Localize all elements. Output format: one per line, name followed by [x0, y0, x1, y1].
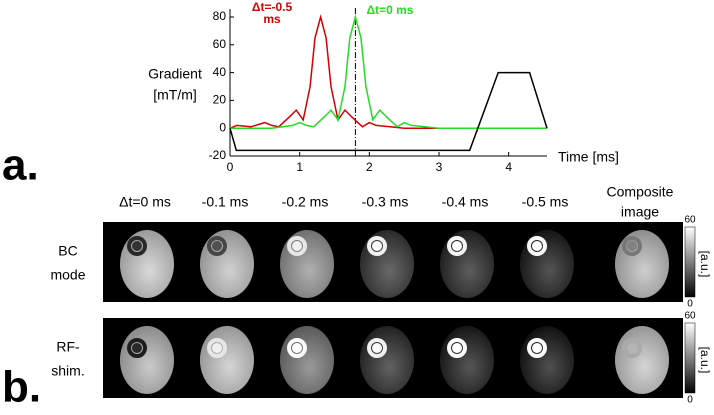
head-shading [280, 230, 334, 298]
y-tick-label: 0 [219, 120, 226, 134]
column-header: Δt=0 ms [119, 194, 171, 210]
lesion-ring [447, 338, 467, 358]
x-axis-label: Time [ms] [558, 149, 619, 165]
lesion-core [452, 241, 462, 251]
panel-label: b. [2, 363, 41, 412]
y-tick-label: 40 [213, 65, 227, 79]
lesion-ring [207, 338, 227, 358]
y-tick-label: 60 [213, 37, 227, 51]
lesion-ring [127, 236, 147, 256]
head-shading [440, 326, 494, 394]
colorbar-tick-label: 60 [684, 215, 696, 226]
x-tick-label: 0 [227, 160, 234, 174]
column-header: -0.2 ms [282, 194, 329, 210]
lesion-core [292, 241, 302, 251]
series-annotation: Δt=-0.5 [252, 0, 293, 14]
y-tick-label: 20 [213, 93, 227, 107]
lesion-ring [367, 338, 387, 358]
head-shading [520, 326, 574, 394]
colorbar-unit: [a.u.] [698, 251, 712, 278]
y-tick-label: 80 [213, 9, 227, 23]
lesion-ring [527, 236, 547, 256]
y-tick-label: -20 [209, 148, 227, 162]
column-header: Composite [607, 184, 674, 200]
series-line [230, 14, 547, 129]
column-header: -0.3 ms [362, 194, 409, 210]
lesion-ring [207, 236, 227, 256]
head-shading [280, 326, 334, 394]
series-annotation: Δt=0 ms [367, 3, 414, 17]
colorbar-tick-label: 0 [687, 299, 693, 310]
y-axis-label: Gradient [148, 66, 202, 82]
series-line [229, 71, 548, 152]
lesion-core [452, 343, 462, 353]
lesion-ring [527, 338, 547, 358]
column-header: -0.1 ms [202, 194, 249, 210]
head-shading [615, 230, 669, 298]
head-shading [360, 326, 414, 394]
head-shading [200, 230, 254, 298]
head-shading [360, 230, 414, 298]
series-line [229, 14, 547, 129]
lesion-ring [287, 236, 307, 256]
colorbar-tick-label: 60 [684, 311, 696, 322]
head-shading [120, 230, 174, 298]
colorbar-tick-label: 0 [687, 395, 693, 406]
row-label: mode [50, 267, 85, 283]
head-shading [615, 326, 669, 394]
lesion-core [372, 343, 382, 353]
head-shading [440, 230, 494, 298]
row-label: shim. [51, 363, 84, 379]
colorbar [684, 322, 696, 394]
lesion-ring [367, 236, 387, 256]
colorbar [684, 226, 696, 298]
head-shading [520, 230, 574, 298]
lesion-core [132, 241, 142, 251]
column-header: -0.5 ms [522, 194, 569, 210]
lesion-ring [287, 338, 307, 358]
x-tick-label: 3 [436, 160, 443, 174]
lesion-ring [622, 236, 642, 256]
lesion-core [372, 241, 382, 251]
lesion-core [532, 241, 542, 251]
panel-label: a. [2, 141, 39, 190]
lesion-core [212, 343, 222, 353]
lesion-core [292, 343, 302, 353]
lesion-ring [127, 338, 147, 358]
lesion-core [132, 343, 142, 353]
colorbar-unit: [a.u.] [698, 347, 712, 374]
lesion-core [627, 241, 637, 251]
series-annotation: ms [263, 12, 281, 26]
y-axis-label: [mT/m] [153, 87, 197, 103]
lesion-ring [447, 236, 467, 256]
lesion-core [532, 343, 542, 353]
column-header: -0.4 ms [442, 194, 489, 210]
column-header: image [621, 204, 659, 220]
lesion-ring [622, 338, 642, 358]
row-label: BC [58, 243, 77, 259]
head-shading [200, 326, 254, 394]
lesion-core [627, 343, 637, 353]
x-tick-label: 4 [505, 160, 512, 174]
lesion-core [212, 241, 222, 251]
head-shading [120, 326, 174, 394]
x-tick-label: 2 [366, 160, 373, 174]
row-label: RF- [56, 339, 80, 355]
x-tick-label: 1 [296, 160, 303, 174]
